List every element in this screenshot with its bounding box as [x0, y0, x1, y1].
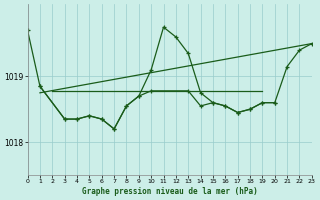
X-axis label: Graphe pression niveau de la mer (hPa): Graphe pression niveau de la mer (hPa)	[82, 187, 258, 196]
